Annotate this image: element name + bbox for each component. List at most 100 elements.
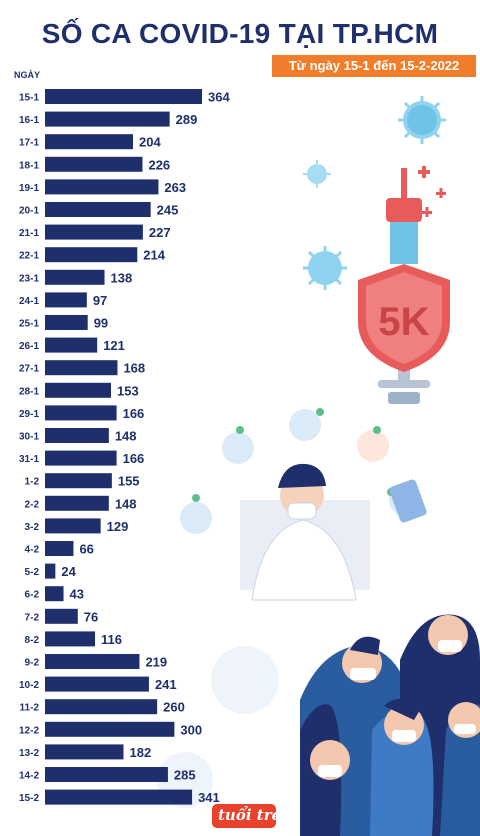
category-label: 5-2	[25, 567, 40, 578]
value-label: 182	[130, 745, 152, 760]
bar-13-2	[45, 744, 124, 760]
value-label: 121	[103, 338, 125, 353]
value-label: 227	[149, 225, 171, 240]
category-label: 10-2	[19, 680, 39, 691]
category-label: 28-1	[19, 386, 39, 397]
bar-12-2	[45, 721, 175, 737]
crowd-illustration	[300, 614, 480, 836]
plus-icon	[418, 166, 446, 217]
value-label: 285	[174, 768, 196, 783]
bar-17-1	[45, 134, 133, 150]
category-label: 6-2	[25, 590, 40, 601]
category-label: 27-1	[19, 364, 39, 375]
value-label: 148	[115, 496, 137, 511]
bar-10-2	[45, 676, 149, 692]
value-label: 263	[164, 180, 186, 195]
category-label: 21-1	[19, 228, 39, 239]
value-label: 214	[143, 248, 165, 263]
category-label: 15-1	[19, 93, 39, 104]
category-label: 2-2	[25, 499, 40, 510]
bar-23-1	[45, 269, 105, 285]
category-label: 11-2	[20, 703, 40, 714]
category-label: 18-1	[19, 160, 39, 171]
y-axis-label: NGÀY	[14, 70, 41, 80]
value-label: 219	[145, 655, 167, 670]
bar-31-1	[45, 450, 117, 466]
bar-1-2	[45, 473, 112, 489]
bar-3-2	[45, 518, 101, 534]
category-label: 12-2	[19, 725, 39, 736]
bar-16-1	[45, 111, 170, 127]
bar-5-2	[45, 563, 56, 579]
value-label: 204	[139, 135, 161, 150]
bar-19-1	[45, 179, 159, 195]
phone-icon	[389, 479, 427, 523]
value-label: 24	[61, 564, 76, 579]
bar-2-2	[45, 495, 109, 511]
bar-21-1	[45, 224, 143, 240]
value-label: 153	[117, 383, 139, 398]
category-label: 13-2	[19, 748, 39, 759]
value-label: 245	[157, 203, 179, 218]
value-label: 168	[123, 361, 145, 376]
category-label: 19-1	[19, 183, 39, 194]
category-label: 20-1	[19, 206, 39, 217]
shield-icon	[358, 264, 450, 372]
doctor-icon	[240, 463, 370, 601]
bar-30-1	[45, 428, 109, 443]
bar-14-2	[45, 767, 168, 782]
value-label: 364	[208, 90, 230, 105]
category-label: 17-1	[19, 138, 39, 149]
category-label: 25-1	[19, 319, 39, 330]
virus-icon	[398, 96, 446, 144]
category-label: 22-1	[19, 251, 39, 262]
people-icon	[180, 408, 421, 534]
category-label: 16-1	[19, 115, 39, 126]
category-label: 7-2	[25, 612, 40, 623]
category-label: 4-2	[25, 545, 40, 556]
value-label: 241	[155, 677, 177, 692]
logo-text: tuổi trẻ	[218, 806, 282, 824]
virus-icon	[303, 246, 347, 290]
category-label: 1-2	[25, 477, 40, 488]
bar-25-1	[45, 315, 88, 330]
shield-5k-text: 5K	[378, 300, 429, 344]
bar-28-1	[45, 382, 111, 398]
value-label: 116	[101, 632, 122, 647]
bar-27-1	[45, 360, 118, 376]
value-label: 166	[123, 406, 145, 421]
bar-7-2	[45, 608, 78, 624]
bar-26-1	[45, 337, 98, 353]
chart-title: SỐ CA COVID-19 TẠI TP.HCM	[41, 18, 439, 49]
virus-icon	[303, 160, 331, 188]
category-label: 26-1	[19, 341, 39, 352]
category-label: 8-2	[25, 635, 40, 646]
bar-15-1	[45, 89, 202, 104]
bar-20-1	[45, 202, 151, 217]
logo-badge	[212, 804, 276, 828]
chart-subtitle: Từ ngày 15-1 đến 15-2-2022	[272, 55, 476, 77]
value-label: 300	[180, 722, 202, 737]
value-label: 148	[115, 429, 137, 444]
value-label: 129	[107, 519, 129, 534]
value-label: 76	[84, 609, 98, 624]
category-label: 24-1	[19, 296, 39, 307]
value-label: 341	[198, 790, 220, 805]
category-label: 14-2	[19, 771, 39, 782]
value-label: 43	[70, 587, 84, 602]
bar-22-1	[45, 247, 138, 263]
category-label: 31-1	[19, 454, 39, 465]
bar-15-2	[45, 789, 193, 805]
category-label: 29-1	[19, 409, 39, 420]
bar-8-2	[45, 631, 96, 647]
value-label: 166	[123, 451, 145, 466]
bar-24-1	[45, 292, 87, 308]
category-label: 3-2	[25, 522, 40, 533]
category-label: 15-2	[19, 793, 39, 804]
value-label: 99	[94, 316, 108, 331]
bar-11-2	[45, 699, 158, 715]
value-label: 289	[176, 112, 198, 127]
